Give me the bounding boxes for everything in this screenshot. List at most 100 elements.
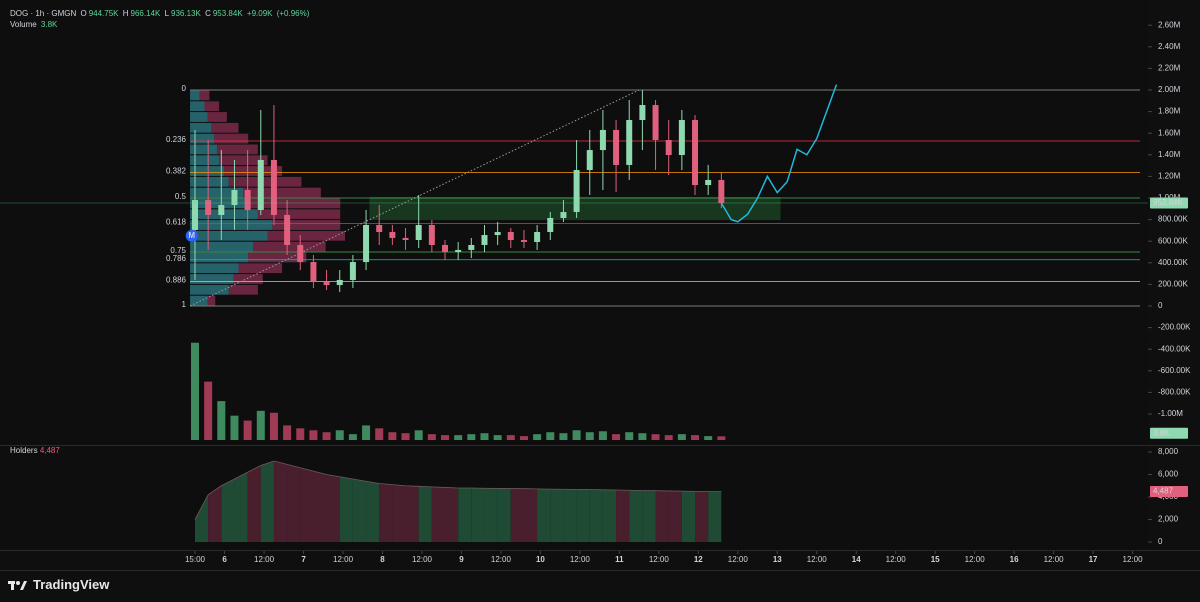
holders-area bbox=[313, 471, 327, 542]
holders-area bbox=[563, 489, 577, 542]
candle-body bbox=[402, 237, 409, 241]
volume-tag: 3.8K bbox=[1153, 428, 1170, 437]
volume-bar bbox=[454, 435, 463, 440]
trendline bbox=[189, 89, 640, 307]
o-label: O bbox=[80, 9, 87, 18]
holders-area bbox=[418, 486, 432, 542]
holders-area bbox=[668, 490, 682, 542]
volume-bar bbox=[348, 434, 357, 440]
profile-down bbox=[248, 198, 341, 209]
logo bbox=[8, 580, 27, 590]
holders-label: Holders bbox=[10, 446, 38, 455]
holders-area bbox=[221, 479, 235, 542]
volume-bar bbox=[533, 434, 542, 440]
volume-bar bbox=[506, 435, 515, 440]
profile-down bbox=[238, 263, 283, 274]
candle-body bbox=[626, 120, 633, 165]
candle-body bbox=[494, 232, 501, 236]
candle-body bbox=[560, 212, 567, 218]
last-price-tag-bg bbox=[1150, 197, 1188, 209]
holders-area bbox=[550, 489, 564, 542]
profile-up bbox=[190, 198, 249, 209]
profile-down bbox=[204, 101, 220, 112]
x-tick-label: 12:00 bbox=[491, 555, 512, 564]
change-pct: (+0.96%) bbox=[276, 9, 310, 18]
y-tick-label: 600.00K bbox=[1158, 236, 1188, 245]
y-tick-label: 1.80M bbox=[1158, 107, 1181, 116]
volume-bar bbox=[598, 431, 607, 440]
holders-tick-label: 8,000 bbox=[1158, 447, 1179, 456]
x-tick-label: 12:00 bbox=[807, 555, 828, 564]
profile-up bbox=[190, 101, 205, 112]
volume-bar bbox=[467, 434, 476, 440]
profile-down bbox=[211, 122, 239, 133]
x-tick-label: 6 bbox=[222, 555, 227, 564]
holders-area bbox=[510, 488, 524, 542]
volume-bar bbox=[625, 432, 634, 440]
x-tick-label: 12:00 bbox=[649, 555, 670, 564]
holders-area bbox=[366, 481, 380, 542]
volume-bar bbox=[204, 381, 213, 440]
holders-area bbox=[234, 472, 248, 542]
x-tick-label: 16 bbox=[1010, 555, 1019, 564]
holders-tick-label: 0 bbox=[1158, 537, 1163, 546]
profile-up bbox=[190, 90, 200, 101]
holders-area bbox=[431, 486, 446, 542]
candle-body bbox=[678, 120, 685, 156]
holders-area bbox=[445, 487, 459, 542]
holders-value: 4,487 bbox=[39, 446, 60, 455]
candle-body bbox=[218, 205, 225, 215]
profile-down bbox=[228, 284, 258, 295]
y-tick-label: 1.60M bbox=[1158, 128, 1181, 137]
x-tick-label: 12:00 bbox=[570, 555, 591, 564]
holders-legend: Holders 4,487 bbox=[10, 446, 60, 455]
candle-body bbox=[191, 200, 198, 230]
projection bbox=[720, 84, 838, 223]
change: +9.09K bbox=[246, 9, 273, 18]
fib-label: 0.5 bbox=[175, 192, 187, 201]
volume-bar bbox=[651, 434, 660, 440]
x-tick-label: 11 bbox=[615, 555, 624, 564]
holders-area bbox=[458, 488, 472, 542]
close: 953.84K bbox=[212, 9, 243, 18]
volume-bar bbox=[704, 436, 713, 440]
volume-bar bbox=[493, 435, 502, 440]
last-price-tag: 953.84K bbox=[1153, 198, 1183, 207]
candle-body bbox=[665, 140, 672, 156]
holders-area bbox=[379, 483, 393, 542]
volume-bar bbox=[190, 342, 199, 440]
candle-body bbox=[270, 159, 277, 215]
profile-down bbox=[243, 187, 321, 198]
profile-up bbox=[190, 230, 268, 241]
volume-bar bbox=[427, 434, 436, 440]
x-tick-label: 12:00 bbox=[254, 555, 275, 564]
candle-body bbox=[507, 232, 514, 241]
candle-body bbox=[205, 200, 212, 215]
fib-label: 0.886 bbox=[166, 275, 187, 284]
c-label: C bbox=[205, 9, 211, 18]
candle-body bbox=[297, 244, 304, 263]
candle-body bbox=[599, 129, 606, 151]
holders-area bbox=[681, 491, 696, 542]
holders-area bbox=[484, 488, 498, 542]
profile-down bbox=[223, 166, 283, 176]
volume-bar bbox=[256, 410, 265, 440]
profile-up bbox=[190, 176, 229, 187]
candle-body bbox=[613, 129, 620, 165]
marker-label: M bbox=[188, 231, 195, 240]
fib-label: 0.75 bbox=[170, 246, 186, 255]
candle-body bbox=[573, 170, 580, 213]
holders-area bbox=[642, 490, 656, 542]
candle-body bbox=[336, 279, 343, 286]
holders-area bbox=[576, 489, 590, 542]
profile-down bbox=[228, 176, 302, 187]
fib-label: 0.382 bbox=[166, 167, 187, 176]
candle-body bbox=[323, 282, 330, 286]
candle-body bbox=[652, 105, 659, 141]
holders-area bbox=[695, 491, 709, 542]
candle-body bbox=[415, 225, 422, 241]
volume-bar bbox=[441, 435, 450, 440]
profile-down bbox=[207, 295, 216, 306]
volume-bar bbox=[414, 430, 423, 440]
holders-line bbox=[194, 460, 722, 520]
